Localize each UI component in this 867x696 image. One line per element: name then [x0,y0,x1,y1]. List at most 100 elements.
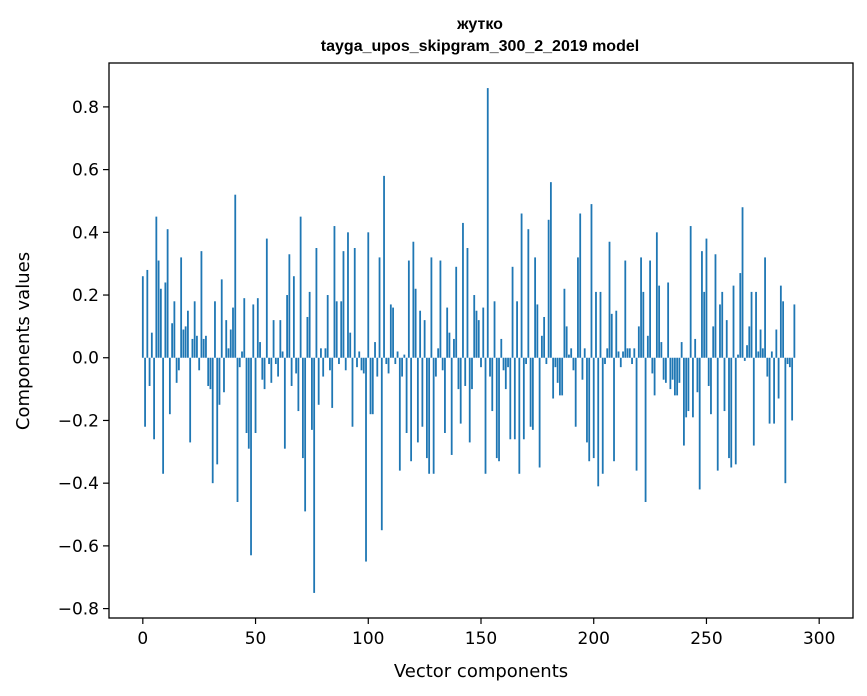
bar-267 [743,357,746,361]
bar-214 [624,260,627,358]
bar-60 [277,357,279,377]
y-tick-label: −0.8 [58,600,99,620]
bar-227 [653,357,656,396]
bar-10 [164,282,167,358]
bar-164 [511,266,514,358]
bar-171 [527,229,530,358]
bar-206 [606,348,609,358]
bar-146 [471,357,473,390]
y-tick-label: 0.2 [72,286,99,306]
bar-11 [166,229,169,358]
y-tick-label: −0.2 [58,411,99,431]
y-axis: −0.8 −0.6 −0.4 −0.2 0.0 0.2 0.4 0.6 0.8 [58,98,109,620]
bar-263 [734,357,737,465]
bar-157 [495,357,498,459]
bar-172 [529,357,532,427]
bar-134 [444,357,446,433]
bar-260 [728,357,730,459]
bar-175 [536,304,539,358]
bar-123 [419,310,422,358]
bar-114 [398,357,401,471]
bar-126 [425,357,428,459]
bar-223 [644,357,647,502]
bar-87 [338,357,340,365]
bar-185 [559,357,561,396]
y-tick-label: 0.6 [72,161,99,181]
bar-257 [721,291,724,358]
x-tick-label: 200 [578,629,610,649]
bar-246 [696,357,699,393]
bar-181 [549,182,552,358]
bar-192 [574,357,577,427]
bar-135 [446,307,449,358]
bar-50 [254,357,257,433]
bar-249 [703,291,706,358]
bar-36 [223,357,225,393]
bar-113 [396,351,399,358]
bar-212 [619,357,622,368]
bar-6 [155,216,158,358]
bar-141 [459,357,462,424]
bar-72 [304,357,307,512]
x-tick-label: 250 [690,629,722,649]
bar-169 [522,357,525,440]
bar-284 [782,301,785,358]
bar-137 [450,357,453,455]
bar-251 [707,357,710,386]
y-tick-label: 0.4 [72,223,99,243]
bar-35 [220,279,223,358]
bar-233 [667,282,670,358]
bar-131 [437,348,440,358]
bar-176 [538,357,541,468]
bar-207 [608,241,611,358]
bar-138 [453,338,455,358]
bar-4 [150,332,153,358]
bar-204 [601,357,604,474]
bar-230 [660,342,663,358]
bar-117 [405,357,408,433]
bar-238 [678,357,681,383]
bar-180 [547,219,550,358]
bar-16 [177,357,180,371]
bar-105 [378,257,381,358]
bar-201 [595,291,597,358]
bar-177 [540,335,543,358]
bar-95 [356,357,358,368]
bar-221 [640,257,642,358]
bar-271 [752,357,755,446]
bar-139 [455,266,458,358]
bar-196 [583,348,586,358]
bar-194 [579,213,582,358]
bar-88 [340,301,343,358]
bar-85 [333,226,336,358]
bar-237 [676,357,679,396]
bar-110 [389,304,392,358]
bar-93 [351,357,354,427]
bar-34 [218,357,221,405]
bar-252 [710,357,712,415]
bar-197 [586,357,588,443]
bar-86 [335,301,338,358]
bar-103 [374,342,376,358]
bar-124 [421,357,424,427]
x-tick-label: 150 [465,629,497,649]
bar-116 [403,354,406,358]
bar-231 [662,357,665,380]
bar-89 [342,251,345,358]
bar-143 [464,357,467,386]
bar-23 [193,301,196,358]
bar-264 [737,354,739,358]
bar-2 [146,269,149,358]
bar-111 [392,307,394,358]
bar-94 [353,248,356,358]
bar-43 [238,357,241,368]
bar-44 [241,351,243,358]
bar-144 [466,248,469,358]
bar-280 [773,357,775,424]
bar-67 [292,276,295,358]
bar-79 [320,348,322,358]
bar-261 [730,357,733,468]
bar-52 [259,342,261,358]
bar-183 [554,357,557,368]
